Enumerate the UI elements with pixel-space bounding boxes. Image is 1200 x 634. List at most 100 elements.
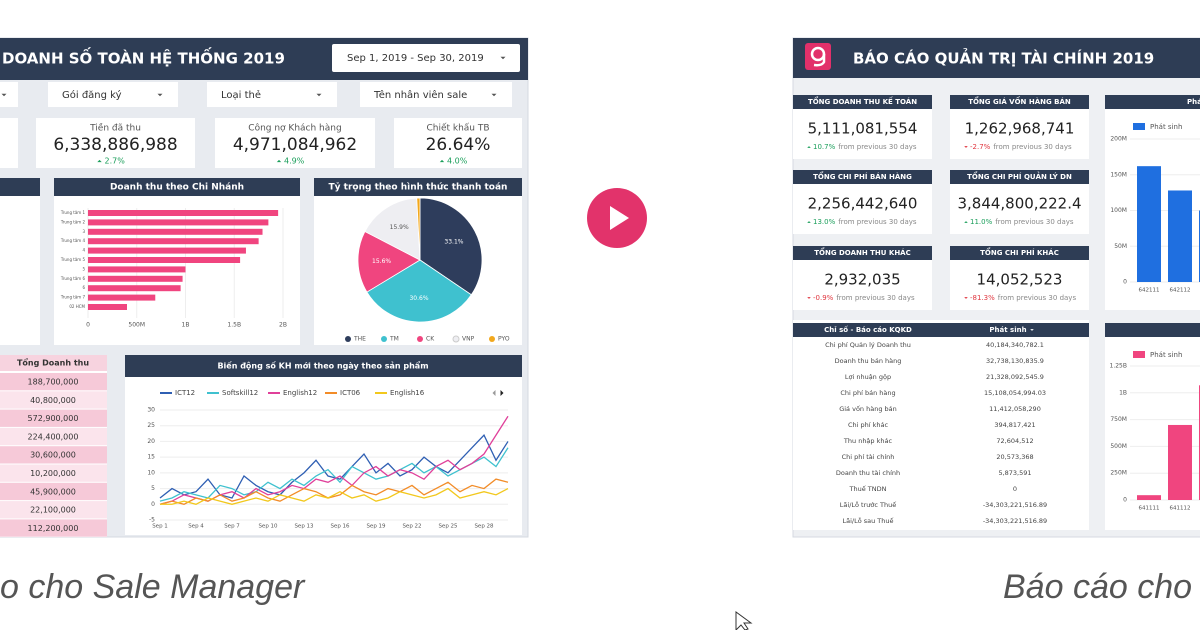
x-tick-label: Sep 22 bbox=[402, 524, 421, 530]
dashboard-title: DOANH SỐ TOÀN HỆ THỐNG 2019 bbox=[2, 47, 285, 68]
kpi-card bbox=[0, 118, 18, 168]
y-tick-label: 20 bbox=[147, 438, 155, 445]
table-cell: Thu nhập khác bbox=[843, 437, 893, 445]
table-panel bbox=[793, 320, 1089, 530]
kpi-label: TỔNG CHI PHÍ KHÁC bbox=[980, 247, 1059, 257]
y-tick-label: Trung tâm 1 bbox=[60, 210, 86, 215]
kpi-header bbox=[793, 95, 932, 109]
table-cell: 572,900,000 bbox=[28, 414, 79, 423]
kpi-header bbox=[950, 246, 1089, 260]
y-tick-label: 500M bbox=[1110, 443, 1127, 450]
arrow-icon bbox=[316, 93, 322, 97]
kpi-value: 6,338,886,988 bbox=[53, 135, 177, 155]
y-tick-label: 6 bbox=[82, 285, 85, 290]
pie-slice bbox=[419, 197, 483, 296]
kpi-change-suffix: from previous 30 days bbox=[838, 218, 917, 226]
kpi-change: 11.0% from previous 30 days bbox=[970, 218, 1074, 226]
y-tick-label: 10 bbox=[147, 469, 155, 476]
table-row bbox=[0, 519, 107, 537]
filter-dropdown[interactable] bbox=[48, 82, 178, 107]
table-cell: 5,873,591 bbox=[998, 469, 1031, 477]
kpi-change-value: 10.7% bbox=[813, 143, 836, 151]
legend-label: ICT12 bbox=[175, 389, 195, 397]
arrow-icon bbox=[276, 159, 282, 163]
table-row bbox=[0, 446, 107, 464]
kpi-value: 1,262,968,741 bbox=[965, 120, 1075, 138]
bar bbox=[1137, 166, 1161, 282]
legend-swatch bbox=[345, 336, 351, 342]
table-cell: -34,303,221,516.89 bbox=[983, 501, 1047, 509]
table-cell: 188,700,000 bbox=[28, 378, 79, 387]
panel-header bbox=[125, 355, 522, 377]
kpi-change-suffix: from previous 30 days bbox=[995, 218, 1074, 226]
table-row bbox=[0, 427, 107, 446]
table-row bbox=[0, 373, 107, 391]
bar bbox=[88, 219, 269, 226]
table-cell: -34,303,221,516.89 bbox=[983, 517, 1047, 525]
legend-swatch bbox=[417, 336, 423, 342]
arrow-icon bbox=[500, 56, 506, 60]
arrow-icon bbox=[439, 159, 445, 163]
kpi-header bbox=[793, 246, 932, 260]
kpi-label: TỔNG GIÁ VỐN HÀNG BÁN bbox=[968, 96, 1071, 106]
y-tick-label: 1.25B bbox=[1110, 363, 1127, 370]
date-range-picker[interactable] bbox=[332, 44, 520, 72]
kpi-change: 4.0% bbox=[447, 157, 468, 166]
dashboard-title: BÁO CÁO QUẢN TRỊ TÀI CHÍNH 2019 bbox=[853, 47, 1154, 68]
y-tick-label: 0 bbox=[1123, 279, 1127, 286]
x-tick-label: 500M bbox=[128, 322, 145, 329]
line-series bbox=[159, 434, 509, 499]
table-cell: 224,400,000 bbox=[28, 432, 79, 441]
kpi-value: 3,844,800,222.4 bbox=[957, 195, 1081, 213]
bar bbox=[88, 238, 259, 245]
table-cell: Chi phí tài chính bbox=[842, 453, 895, 461]
kpi-value: 5,111,081,554 bbox=[808, 120, 918, 138]
pie-slice bbox=[366, 259, 472, 323]
bar bbox=[88, 257, 241, 263]
slice-label: 15.6% bbox=[372, 258, 391, 265]
logo-mark bbox=[813, 54, 826, 67]
x-tick-label: Sep 19 bbox=[366, 524, 386, 530]
y-tick-label: 1B bbox=[1119, 389, 1127, 396]
filter-dropdown[interactable] bbox=[360, 82, 512, 107]
table-cell: Lợi nhuận gộp bbox=[845, 373, 891, 381]
y-tick-label: 15 bbox=[147, 454, 155, 461]
x-tick-label: Sep 1 bbox=[152, 524, 168, 530]
kpi-change-value: 13.0% bbox=[813, 218, 836, 226]
kpi-card bbox=[36, 118, 195, 168]
y-tick-label: Trung tâm 5 bbox=[60, 257, 86, 262]
bar bbox=[88, 275, 183, 282]
table-cell: 15,108,054,994.03 bbox=[984, 389, 1046, 397]
slide-caption: Báo cáo cho bbox=[1003, 568, 1192, 606]
kpi-value: 14,052,523 bbox=[977, 271, 1063, 289]
table-row bbox=[0, 391, 107, 409]
y-tick-label: -5 bbox=[149, 517, 155, 524]
x-tick-label: 0 bbox=[86, 322, 90, 329]
kpi-change-value: -81.3% bbox=[970, 294, 995, 302]
arrow-icon bbox=[492, 390, 496, 396]
legend-label: THE bbox=[353, 336, 366, 343]
table-cell: 22,100,000 bbox=[30, 506, 76, 515]
y-tick-label: Trung tâm 6 bbox=[60, 276, 86, 281]
kpi-change-value: -2.7% bbox=[970, 143, 991, 151]
arrow-icon bbox=[1, 93, 7, 97]
chart-panel bbox=[0, 178, 40, 345]
kpi-label: TỔNG DOANH THU KHÁC bbox=[814, 247, 911, 257]
table-row bbox=[0, 482, 107, 501]
kpi-label: TỔNG CHI PHÍ QUẢN LÝ DN bbox=[967, 171, 1072, 181]
kpi-value: 2,932,035 bbox=[824, 271, 900, 289]
legend-label: Softskill12 bbox=[222, 389, 258, 397]
kpi-change-suffix: from previous 30 days bbox=[836, 294, 915, 302]
panel-header bbox=[314, 178, 522, 196]
y-tick-label: 3 bbox=[82, 229, 85, 234]
legend-label: English12 bbox=[283, 389, 317, 397]
y-tick-label: 25 bbox=[147, 422, 155, 429]
filter-dropdown[interactable] bbox=[0, 82, 18, 107]
table-cell: Chi phí Quản lý Doanh thu bbox=[825, 341, 911, 349]
bar bbox=[1168, 424, 1192, 500]
y-tick-label: 750M bbox=[1110, 416, 1127, 423]
table-header bbox=[0, 355, 107, 371]
y-tick-label: 4 bbox=[82, 248, 85, 253]
filter-dropdown[interactable] bbox=[207, 82, 337, 107]
